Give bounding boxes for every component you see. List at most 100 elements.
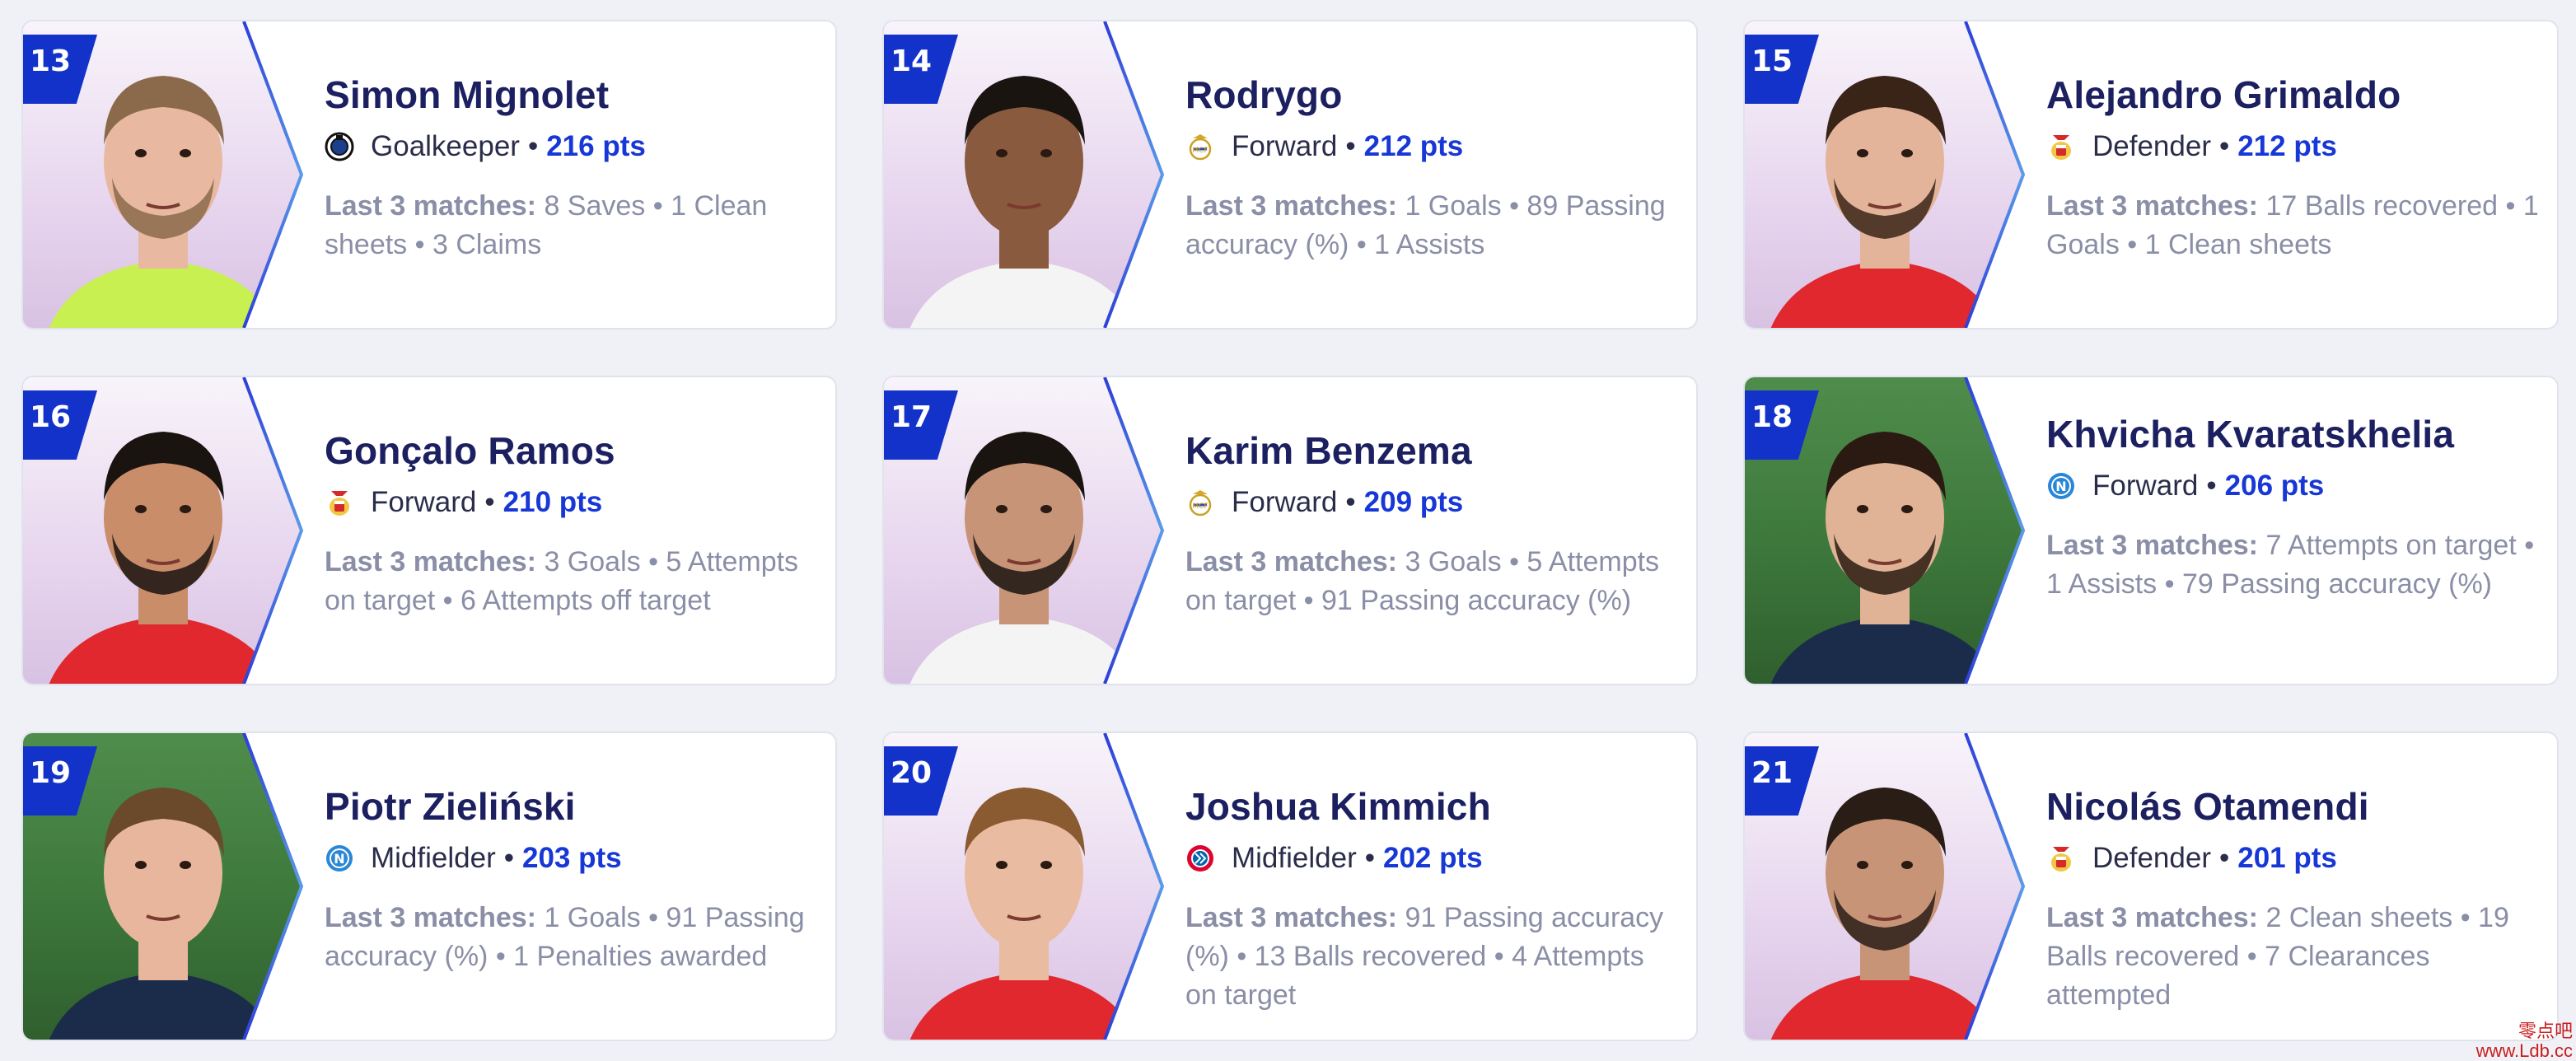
stats-values: 3 Goals • 5 Attempts on target • 91 Pass… xyxy=(1185,546,1660,616)
player-points: 209 pts xyxy=(1363,486,1464,518)
player-portrait xyxy=(1770,432,2000,684)
player-points: 212 pts xyxy=(1363,130,1464,162)
player-name[interactable]: Alejandro Grimaldo xyxy=(2046,73,2401,116)
rank-badge: 15 xyxy=(1745,35,1819,104)
player-card-17[interactable]: 17 Karim Benzema MCF Forward • 209 pts L… xyxy=(882,376,1698,685)
stats-label: Last 3 matches: xyxy=(325,546,536,577)
player-info: Simon Mignolet Goalkeeper • 216 pts Last… xyxy=(325,72,819,264)
stats-label: Last 3 matches: xyxy=(2046,190,2258,222)
stats-label: Last 3 matches: xyxy=(325,902,536,933)
stats-label: Last 3 matches: xyxy=(2046,902,2258,933)
napoli-icon: N xyxy=(325,844,354,873)
stats-label: Last 3 matches: xyxy=(1185,902,1397,933)
stats-label: Last 3 matches: xyxy=(1185,546,1397,577)
player-meta: MCF Forward • 212 pts xyxy=(1185,129,1680,164)
player-name[interactable]: Karim Benzema xyxy=(1185,429,1472,472)
player-ranking-grid: 13 Simon Mignolet Goalkeeper • 216 pts L… xyxy=(21,20,2559,1041)
separator-dot: • xyxy=(2218,842,2230,874)
player-meta: MCF Forward • 209 pts xyxy=(1185,485,1680,520)
player-name[interactable]: Joshua Kimmich xyxy=(1185,785,1491,828)
stats-values: 2 Clean sheets • 19 Balls recovered • 7 … xyxy=(2046,902,2509,1011)
separator-dot: • xyxy=(1345,130,1356,162)
player-name[interactable]: Piotr Zieliński xyxy=(325,785,576,828)
player-portrait xyxy=(1770,76,2000,328)
rank-badge: 17 xyxy=(884,390,958,460)
player-card-15[interactable]: 15 Alejandro Grimaldo Defender • 212 pts… xyxy=(1743,20,2559,330)
player-portrait xyxy=(909,788,1139,1040)
napoli-icon: N xyxy=(2046,471,2076,501)
player-points: 210 pts xyxy=(503,486,603,518)
stats-values: 3 Goals • 5 Attempts on target • 6 Attem… xyxy=(325,546,799,616)
stats-label: Last 3 matches: xyxy=(1185,190,1397,222)
rank-badge: 16 xyxy=(23,390,97,460)
player-portrait xyxy=(909,76,1139,328)
player-info: Joshua Kimmich Midfielder • 202 pts Last… xyxy=(1185,784,1680,1015)
player-name[interactable]: Rodrygo xyxy=(1185,73,1343,116)
player-info: Nicolás Otamendi Defender • 201 pts Last… xyxy=(2046,784,2541,1015)
player-position: Forward xyxy=(2092,470,2199,502)
player-portrait xyxy=(1770,788,2000,1040)
player-meta: N Forward • 206 pts xyxy=(2046,469,2541,503)
player-points: 216 pts xyxy=(546,130,646,162)
stats-values: 1 Goals • 89 Passing accuracy (%) • 1 As… xyxy=(1185,190,1666,260)
player-position: Goalkeeper xyxy=(371,130,520,162)
player-meta: Defender • 201 pts xyxy=(2046,841,2541,876)
player-info: Piotr Zieliński N Midfielder • 203 pts L… xyxy=(325,784,819,976)
player-info: Gonçalo Ramos Forward • 210 pts Last 3 m… xyxy=(325,428,819,620)
real-madrid-icon: MCF xyxy=(1185,488,1215,517)
player-points: 202 pts xyxy=(1383,842,1483,874)
separator-dot: • xyxy=(503,842,514,874)
player-card-20[interactable]: 20 Joshua Kimmich Midfielder • 202 pts L… xyxy=(882,731,1698,1041)
player-card-19[interactable]: 19 Piotr Zieliński N Midfielder • 203 pt… xyxy=(21,731,837,1041)
benfica-icon xyxy=(2046,844,2076,873)
player-card-14[interactable]: 14 Rodrygo MCF Forward • 212 pts Last 3 … xyxy=(882,20,1698,330)
player-card-18[interactable]: 18 Khvicha Kvaratskhelia N Forward • 206… xyxy=(1743,376,2559,685)
separator-dot: • xyxy=(1345,486,1356,518)
watermark-line-2: www.Ldb.cc xyxy=(2475,1040,2573,1061)
player-points: 206 pts xyxy=(2224,470,2325,502)
stats-values: 91 Passing accuracy (%) • 13 Balls recov… xyxy=(1185,902,1664,1011)
last-matches-stats: Last 3 matches: 1 Goals • 89 Passing acc… xyxy=(1185,187,1680,264)
player-meta: Defender • 212 pts xyxy=(2046,129,2541,164)
real-madrid-icon: MCF xyxy=(1185,132,1215,161)
player-position: Defender xyxy=(2092,130,2211,162)
stats-label: Last 3 matches: xyxy=(325,190,536,222)
player-portrait xyxy=(48,788,278,1040)
svg-text:N: N xyxy=(2055,479,2066,494)
player-card-21[interactable]: 21 Nicolás Otamendi Defender • 201 pts L… xyxy=(1743,731,2559,1041)
player-position: Midfielder xyxy=(371,842,496,874)
player-info: Khvicha Kvaratskhelia N Forward • 206 pt… xyxy=(2046,412,2541,604)
last-matches-stats: Last 3 matches: 8 Saves • 1 Clean sheets… xyxy=(325,187,819,264)
player-name[interactable]: Nicolás Otamendi xyxy=(2046,785,2369,828)
club-brugge-icon xyxy=(325,132,354,161)
stats-values: 8 Saves • 1 Clean sheets • 3 Claims xyxy=(325,190,768,260)
last-matches-stats: Last 3 matches: 91 Passing accuracy (%) … xyxy=(1185,899,1680,1015)
separator-dot: • xyxy=(1364,842,1375,874)
svg-text:MCF: MCF xyxy=(1192,502,1208,511)
player-portrait xyxy=(48,432,278,684)
bayern-icon xyxy=(1185,844,1215,873)
player-name[interactable]: Gonçalo Ramos xyxy=(325,429,615,472)
separator-dot: • xyxy=(484,486,495,518)
player-meta: Forward • 210 pts xyxy=(325,485,819,520)
player-meta: Midfielder • 202 pts xyxy=(1185,841,1680,876)
svg-text:MCF: MCF xyxy=(1192,147,1208,155)
player-name[interactable]: Khvicha Kvaratskhelia xyxy=(2046,413,2455,456)
player-points: 203 pts xyxy=(522,842,622,874)
separator-dot: • xyxy=(2218,130,2230,162)
stats-values: 7 Attempts on target • 1 Assists • 79 Pa… xyxy=(2046,530,2535,600)
player-position: Forward xyxy=(1232,130,1338,162)
last-matches-stats: Last 3 matches: 3 Goals • 5 Attempts on … xyxy=(1185,543,1680,620)
separator-dot: • xyxy=(527,130,539,162)
watermark-line-1: 零点吧 xyxy=(2518,1021,2573,1041)
last-matches-stats: Last 3 matches: 3 Goals • 5 Attempts on … xyxy=(325,543,819,620)
player-card-13[interactable]: 13 Simon Mignolet Goalkeeper • 216 pts L… xyxy=(21,20,837,330)
player-card-16[interactable]: 16 Gonçalo Ramos Forward • 210 pts Last … xyxy=(21,376,837,685)
player-portrait xyxy=(909,432,1139,684)
watermark: 零点吧 www.Ldb.cc xyxy=(2476,1021,2573,1061)
benfica-icon xyxy=(2046,132,2076,161)
player-name[interactable]: Simon Mignolet xyxy=(325,73,610,116)
stats-values: 17 Balls recovered • 1 Goals • 1 Clean s… xyxy=(2046,190,2539,260)
player-info: Karim Benzema MCF Forward • 209 pts Last… xyxy=(1185,428,1680,620)
last-matches-stats: Last 3 matches: 1 Goals • 91 Passing acc… xyxy=(325,899,819,976)
